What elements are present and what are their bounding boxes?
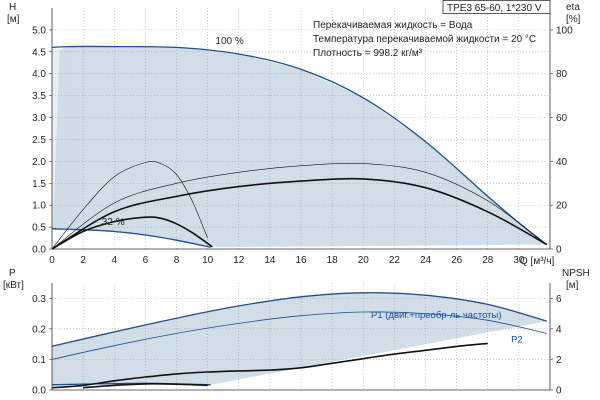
power-annotations: P1 (двиг.+преобр-ль частоты) P2 (371, 310, 523, 345)
flow-x-tick-label: 0 (49, 255, 55, 266)
head-y-tick-label: 3.5 (32, 91, 46, 102)
power-axis-label: P (9, 268, 16, 279)
head-chart: 0.00.51.01.52.02.53.03.54.04.55.00204060… (32, 8, 573, 266)
flow-x-tick-label: 2 (80, 255, 86, 266)
flow-x-tick-label: 16 (295, 255, 307, 266)
power-grid (52, 283, 550, 390)
power-y2-tick-label: 6 (556, 294, 562, 305)
flow-x-tick-label: 28 (482, 255, 494, 266)
flow-x-tick-label: 30 (513, 255, 525, 266)
head-y2-tick-label: 60 (556, 113, 568, 124)
head-y-tick-label: 5.0 (32, 25, 46, 36)
model-title: TPE3 65-60, 1*230 V (447, 3, 542, 14)
npsh-axis-unit: [м] (566, 280, 579, 291)
power-series-P1 (51, 292, 548, 347)
head-y2-tick-label: 100 (556, 25, 573, 36)
head-y-tick-label: 4.5 (32, 47, 46, 58)
flow-x-tick-label: 6 (143, 255, 149, 266)
flow-x-tick-label: 20 (358, 255, 370, 266)
head-envelope-layer (52, 46, 547, 249)
head-annotations: 100 % 32 % (102, 36, 244, 228)
power-series-NPSH-min (83, 383, 208, 389)
power-axes (51, 283, 551, 391)
head-y2-tick-label: 0 (556, 245, 562, 256)
fluid-info-liquid: Перекачиваемая жидкость = Вода (313, 20, 473, 31)
power-series-P2 (51, 311, 547, 360)
power-y-tick-label: 0.1 (32, 355, 46, 366)
power-series-NPSH (51, 342, 488, 389)
flow-x-tick-label: 4 (111, 255, 117, 266)
head-curve-annotation: 32 % (102, 217, 125, 228)
flow-x-tick-label: 26 (451, 255, 463, 266)
flow-x-tick-label: 10 (202, 255, 214, 266)
head-series-max-head (51, 45, 548, 246)
head-series-eta-system (51, 177, 548, 250)
head-axes (51, 8, 551, 250)
model-title-box (442, 0, 551, 14)
head-y2-tick-label: 80 (556, 69, 568, 80)
head-grid (52, 8, 550, 249)
head-y-tick-label: 1.0 (32, 201, 46, 212)
power-series (51, 292, 548, 389)
head-series-eta-max (51, 162, 548, 250)
head-y-tick-label: 4.0 (32, 69, 46, 80)
head-axis-label: H (9, 2, 16, 13)
head-series-eta-min-bold (51, 216, 213, 250)
power-y-tick-label: 0.0 (32, 386, 46, 397)
head-y-tick-label: 2.0 (32, 157, 46, 168)
head-envelope-fill (52, 46, 547, 249)
flow-x-tick-label: 18 (327, 255, 339, 266)
flow-x-tick-label: 22 (389, 255, 401, 266)
power-y-tick-label: 0.2 (32, 324, 46, 335)
power-y2-tick-label: 4 (556, 324, 562, 335)
eta-axis-unit: [%] (566, 14, 581, 25)
flow-x-tick-label: 24 (420, 255, 432, 266)
power-curve-annotation: P2 (511, 335, 523, 346)
flow-x-tick-label: 8 (174, 255, 180, 266)
power-envelope-fill (52, 292, 547, 385)
power-y2-tick-label: 0 (556, 386, 562, 397)
head-y2-tick-label: 20 (556, 201, 568, 212)
power-tick-labels: 0.0 0.1 0.2 0.3 0 2 4 6 (32, 294, 562, 397)
flow-axis-label: Q [м³/ч] (520, 256, 555, 267)
power-envelope-layer (52, 292, 547, 385)
power-y-tick-label: 0.3 (32, 294, 46, 305)
head-y-tick-label: 2.5 (32, 135, 46, 146)
npsh-axis-label: NPSH (562, 268, 590, 279)
power-chart: 0.0 0.1 0.2 0.3 0 2 4 6 P1 (двиг.+преобр-ль час… (32, 283, 562, 397)
eta-axis-label: eta (566, 2, 580, 13)
head-series (51, 45, 548, 250)
flow-x-tick-label: 14 (264, 255, 276, 266)
head-y-tick-label: 3.0 (32, 113, 46, 124)
head-y2-tick-label: 40 (556, 157, 568, 168)
head-y-tick-label: 1.5 (32, 179, 46, 190)
head-curve-annotation: 100 % (215, 36, 243, 47)
fluid-info-density: Плотность = 998.2 кг/м³ (313, 48, 423, 59)
fluid-info-temperature: Температура перекачиваемой жидкости = 20… (313, 34, 536, 45)
head-axis-unit: [м] (7, 14, 20, 25)
power-curve-annotation: P1 (двиг.+преобр-ль частоты) (371, 310, 501, 321)
flow-x-tick-label: 12 (233, 255, 245, 266)
head-y-tick-label: 0.0 (32, 245, 46, 256)
head-y-tick-label: 0.5 (32, 223, 46, 234)
power-axis-unit: [кВт] (3, 280, 24, 291)
head-tick-labels: 0.00.51.01.52.02.53.03.54.04.55.00204060… (32, 25, 573, 266)
head-series-min-head (51, 228, 211, 248)
power-y2-tick-label: 2 (556, 355, 562, 366)
head-series-eta-min-thin (51, 161, 208, 250)
